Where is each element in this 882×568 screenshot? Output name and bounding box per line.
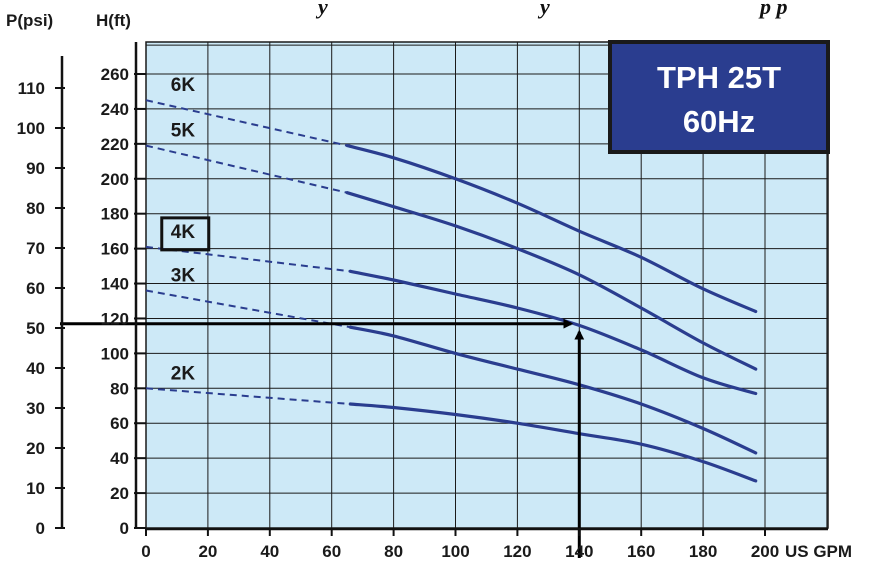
h-tick-label: 120 xyxy=(101,309,129,328)
curve-label-2k: 2K xyxy=(171,363,196,384)
curve-label-3k: 3K xyxy=(171,266,196,287)
p-tick-label: 30 xyxy=(26,399,45,418)
p-tick-label: 60 xyxy=(26,279,45,298)
h-tick-label: 80 xyxy=(110,379,129,398)
x-tick-label: 40 xyxy=(260,542,279,561)
curve-label-6k: 6K xyxy=(171,75,196,96)
p-tick-label: 10 xyxy=(26,479,45,498)
x-tick-label: 200 xyxy=(751,542,779,561)
x-tick-label: 0 xyxy=(141,542,150,561)
h-tick-label: 0 xyxy=(120,519,129,538)
h-tick-label: 40 xyxy=(110,449,129,468)
h-tick-label: 200 xyxy=(101,170,129,189)
chart-subtitle: 60Hz xyxy=(683,104,755,139)
x-tick-label: 120 xyxy=(503,542,531,561)
x-tick-label: 80 xyxy=(384,542,403,561)
curve-label-4k: 4K xyxy=(171,222,196,243)
p-tick-label: 20 xyxy=(26,439,45,458)
highlight-box-4k xyxy=(160,216,211,252)
h-axis-title: H(ft) xyxy=(96,11,131,30)
p-tick-label: 0 xyxy=(36,519,45,538)
curve-4k-dashed xyxy=(145,245,351,273)
h-tick-label: 60 xyxy=(110,414,129,433)
top-caption-fragment: p p xyxy=(758,0,788,19)
p-tick-label: 100 xyxy=(17,119,45,138)
top-caption-fragment: y xyxy=(537,0,550,19)
h-tick-label: 100 xyxy=(101,344,129,363)
curve-6k-dashed xyxy=(145,99,348,147)
p-tick-label: 90 xyxy=(26,159,45,178)
p-axis-title: P(psi) xyxy=(6,11,53,30)
p-tick-label: 80 xyxy=(26,199,45,218)
h-tick-label: 140 xyxy=(101,275,129,294)
p-tick-label: 40 xyxy=(26,359,45,378)
curve-3k-dashed xyxy=(145,289,351,329)
curve-2k xyxy=(348,402,758,483)
x-tick-label: 180 xyxy=(689,542,717,561)
p-tick-label: 70 xyxy=(26,239,45,258)
title-box xyxy=(608,40,830,154)
x-axis-title: US GPM xyxy=(785,542,852,561)
curve-4k xyxy=(348,269,758,396)
curve-5k-dashed xyxy=(145,144,348,194)
curve-3k xyxy=(348,325,758,455)
x-tick-label: 100 xyxy=(441,542,469,561)
h-tick-label: 260 xyxy=(101,65,129,84)
p-tick-label: 50 xyxy=(26,319,45,338)
curve-6k xyxy=(345,144,758,314)
h-tick-label: 240 xyxy=(101,100,129,119)
x-tick-label: 160 xyxy=(627,542,655,561)
h-tick-label: 160 xyxy=(101,240,129,259)
top-caption-fragment: y xyxy=(315,0,328,19)
h-tick-label: 20 xyxy=(110,484,129,503)
chart-title: TPH 25T xyxy=(657,60,781,95)
curve-label-5k: 5K xyxy=(171,121,196,142)
x-tick-label: 20 xyxy=(198,542,217,561)
curve-5k xyxy=(345,191,758,371)
x-tick-label: 140 xyxy=(565,542,593,561)
h-tick-label: 220 xyxy=(101,135,129,154)
p-tick-label: 110 xyxy=(18,79,45,98)
curve-2k-dashed xyxy=(145,387,351,405)
h-tick-label: 180 xyxy=(101,205,129,224)
x-tick-label: 60 xyxy=(322,542,341,561)
